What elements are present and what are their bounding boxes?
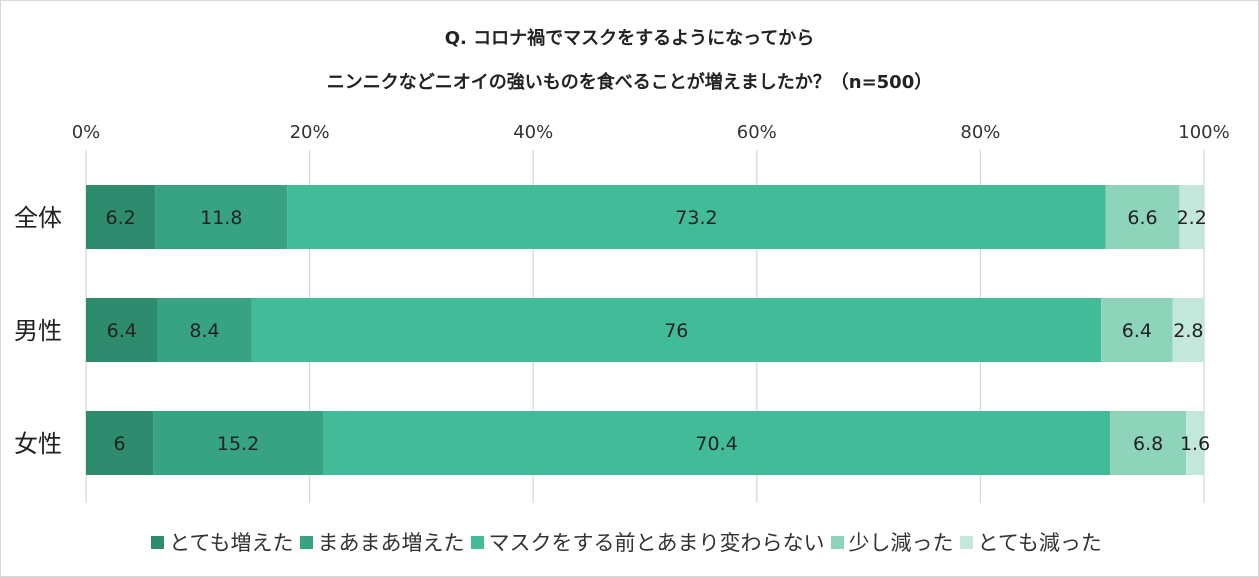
legend-item: 少し減った bbox=[830, 527, 954, 557]
data-label: 76 bbox=[664, 320, 688, 342]
bar-segment bbox=[86, 298, 158, 362]
legend-swatch bbox=[151, 535, 165, 549]
category-label: 男性 bbox=[14, 317, 62, 345]
legend-item: とても増えた bbox=[151, 527, 294, 557]
data-label: 70.4 bbox=[695, 433, 737, 455]
data-label: 6.8 bbox=[1133, 433, 1163, 455]
bar-segment bbox=[1186, 411, 1204, 475]
bar-segment bbox=[86, 185, 156, 249]
chart-title: Q. コロナ禍でマスクをするようになってから bbox=[444, 28, 815, 49]
legend-item: マスクをする前とあまり変わらない bbox=[470, 527, 825, 557]
legend-label: まあまあ増えた bbox=[317, 531, 465, 555]
data-label: 6.6 bbox=[1127, 207, 1157, 229]
legend-item: まあまあ増えた bbox=[299, 527, 465, 557]
bar-segment bbox=[251, 298, 1102, 362]
data-label: 6 bbox=[113, 433, 125, 455]
x-tick-label: 20% bbox=[290, 122, 330, 143]
bar-segment bbox=[157, 298, 252, 362]
bar-segment bbox=[1179, 185, 1204, 249]
data-label: 6.2 bbox=[106, 207, 136, 229]
data-label: 73.2 bbox=[675, 207, 717, 229]
x-tick-label: 0% bbox=[72, 122, 101, 143]
data-label: 2.8 bbox=[1173, 320, 1203, 342]
legend-label: とても増えた bbox=[169, 531, 294, 555]
bar-segment bbox=[86, 411, 154, 475]
legend-swatch bbox=[470, 535, 484, 549]
legend-swatch bbox=[830, 535, 844, 549]
data-label: 8.4 bbox=[189, 320, 219, 342]
bar-segment bbox=[1110, 411, 1187, 475]
legend-swatch bbox=[959, 535, 973, 549]
bar-segment bbox=[1105, 185, 1180, 249]
data-label: 2.2 bbox=[1177, 207, 1207, 229]
category-label: 女性 bbox=[14, 430, 62, 458]
x-tick-label: 60% bbox=[737, 122, 777, 143]
x-tick-label: 40% bbox=[513, 122, 553, 143]
data-label: 6.4 bbox=[107, 320, 137, 342]
bar-segment bbox=[1172, 298, 1204, 362]
data-label: 6.4 bbox=[1122, 320, 1152, 342]
data-label: 11.8 bbox=[200, 207, 242, 229]
legend-label: マスクをする前とあまり変わらない bbox=[488, 531, 825, 555]
x-tick-label: 100% bbox=[1178, 122, 1229, 143]
data-label: 1.6 bbox=[1180, 433, 1210, 455]
bar-segment bbox=[1101, 298, 1173, 362]
legend-label: とても減った bbox=[977, 531, 1102, 555]
chart-legend: とても増えた まあまあ増えた マスクをする前とあまり変わらない 少し減った とても減った bbox=[0, 527, 1259, 557]
legend-label: 少し減った bbox=[848, 531, 954, 555]
data-label: 15.2 bbox=[217, 433, 259, 455]
bar-segment bbox=[287, 185, 1106, 249]
legend-swatch bbox=[299, 535, 313, 549]
chart-subtitle: ニンニクなどニオイの強いものを食べることが増えましたか？（n=500） bbox=[326, 72, 933, 93]
category-label: 全体 bbox=[14, 204, 62, 232]
bar-segment bbox=[323, 411, 1111, 475]
x-tick-label: 80% bbox=[960, 122, 1000, 143]
legend-item: とても減った bbox=[959, 527, 1102, 557]
bar-segment bbox=[155, 185, 288, 249]
bar-segment bbox=[153, 411, 324, 475]
